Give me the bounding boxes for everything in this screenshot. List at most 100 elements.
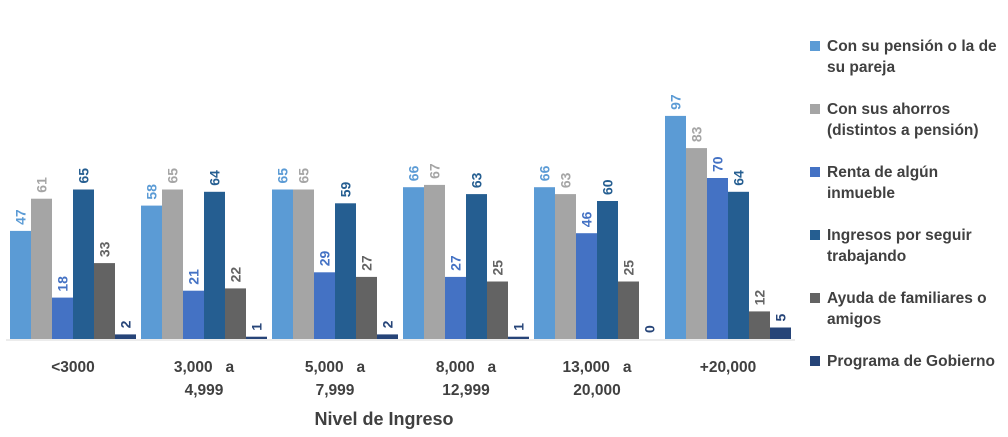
x-axis-title: Nivel de Ingreso — [314, 409, 454, 429]
bar — [183, 290, 204, 339]
data-label: 29 — [317, 251, 333, 267]
bar — [508, 336, 529, 339]
bar — [487, 281, 508, 339]
bar — [534, 187, 555, 339]
data-label: 5 — [773, 314, 789, 322]
data-label: 64 — [731, 170, 747, 186]
bar — [445, 276, 466, 339]
legend-label: Renta de algún inmueble — [827, 164, 939, 202]
x-tick-label: 5,000 a — [305, 359, 366, 376]
bar — [314, 272, 335, 339]
bar — [73, 189, 94, 339]
bar — [618, 281, 639, 339]
bar — [665, 115, 686, 340]
x-tick-label: 20,000 — [573, 382, 620, 399]
data-label: 21 — [186, 269, 202, 285]
bar — [356, 276, 377, 339]
x-tick-label: 12,999 — [442, 382, 490, 399]
data-label: 0 — [642, 325, 658, 333]
data-label: 64 — [207, 170, 223, 186]
data-label: 27 — [359, 255, 375, 271]
data-label: 47 — [13, 209, 29, 225]
legend-swatch — [810, 104, 820, 114]
data-label: 60 — [600, 179, 616, 195]
legend-swatch — [810, 356, 820, 366]
data-label: 1 — [511, 323, 527, 331]
data-label: 70 — [710, 156, 726, 172]
data-label: 2 — [380, 320, 396, 328]
data-label: 66 — [406, 165, 422, 181]
bar — [94, 263, 115, 339]
data-label: 18 — [55, 276, 71, 292]
bar — [403, 187, 424, 339]
data-label: 25 — [621, 260, 637, 276]
data-label: 46 — [579, 211, 595, 227]
bar — [686, 148, 707, 339]
legend-swatch — [810, 293, 820, 303]
legend-label: Con su pensión o la de su pareja — [827, 38, 997, 76]
bar — [293, 189, 314, 339]
bar — [377, 334, 398, 339]
bar — [707, 178, 728, 339]
bar — [115, 334, 136, 339]
bar — [466, 194, 487, 339]
data-label: 33 — [97, 241, 113, 257]
data-label: 65 — [76, 168, 92, 184]
bar — [728, 191, 749, 339]
bar — [770, 327, 791, 339]
bar — [204, 191, 225, 339]
bar — [141, 205, 162, 339]
bar — [335, 203, 356, 339]
data-label: 63 — [558, 172, 574, 188]
legend-swatch — [810, 41, 820, 51]
data-label: 27 — [448, 255, 464, 271]
x-tick-label: +20,000 — [700, 359, 756, 376]
data-label: 25 — [490, 260, 506, 276]
data-label: 63 — [469, 172, 485, 188]
bar — [162, 189, 183, 339]
x-tick-label: 4,999 — [185, 382, 224, 399]
data-label: 65 — [296, 168, 312, 184]
x-tick-label: 3,000 a — [174, 359, 235, 376]
data-label: 1 — [249, 323, 265, 331]
legend-item: Con sus ahorros (distintos a pensión) — [808, 99, 1008, 141]
bar — [246, 336, 267, 339]
data-label: 65 — [165, 168, 181, 184]
legend-label: Programa de Gobierno — [827, 353, 995, 370]
bar — [749, 311, 770, 339]
bar — [424, 184, 445, 339]
bar — [272, 189, 293, 339]
legend-swatch — [810, 167, 820, 177]
bar — [225, 288, 246, 339]
bar — [576, 233, 597, 339]
data-label: 22 — [228, 267, 244, 283]
data-label: 97 — [668, 94, 684, 110]
legend-label: Ingresos por seguir trabajando — [827, 227, 972, 265]
bar — [52, 297, 73, 339]
legend-item: Con su pensión o la de su pareja — [808, 36, 1008, 78]
data-label: 2 — [118, 320, 134, 328]
legend-item: Programa de Gobierno — [808, 351, 1008, 372]
x-tick-label: <3000 — [51, 359, 95, 376]
data-label: 61 — [34, 177, 50, 193]
chart-legend: Con su pensión o la de su pareja Con sus … — [808, 36, 1008, 372]
data-label: 12 — [752, 290, 768, 306]
x-tick-label: 13,000 a — [563, 359, 632, 376]
legend-label: Con sus ahorros (distintos a pensión) — [827, 101, 979, 139]
data-label: 65 — [275, 168, 291, 184]
legend-item: Ayuda de familiares o amigos — [808, 288, 1008, 330]
data-label: 66 — [537, 165, 553, 181]
x-tick-label: 7,999 — [316, 382, 355, 399]
data-label: 83 — [689, 126, 705, 142]
bar — [597, 201, 618, 339]
data-label: 59 — [338, 182, 354, 198]
legend-item: Renta de algún inmueble — [808, 162, 1008, 204]
bar — [31, 198, 52, 339]
x-tick-label: 8,000 a — [436, 359, 497, 376]
legend-item: Ingresos por seguir trabajando — [808, 225, 1008, 267]
legend-label: Ayuda de familiares o amigos — [827, 290, 987, 328]
bar — [555, 194, 576, 339]
data-label: 58 — [144, 184, 160, 200]
bar — [10, 230, 31, 339]
